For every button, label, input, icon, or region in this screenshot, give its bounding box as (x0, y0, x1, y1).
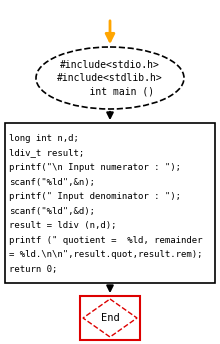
Text: result = ldiv (n,d);: result = ldiv (n,d); (9, 221, 117, 230)
Text: printf (" quotient =  %ld, remainder: printf (" quotient = %ld, remainder (9, 236, 202, 245)
Bar (80, 296, 140, 340)
Text: printf(" Input denominator : ");: printf(" Input denominator : "); (9, 192, 181, 201)
Text: scanf("%ld",&d);: scanf("%ld",&d); (9, 207, 95, 216)
Text: printf("\n Input numerator : ");: printf("\n Input numerator : "); (9, 163, 181, 172)
Text: = %ld.\n\n",result.quot,result.rem);: = %ld.\n\n",result.quot,result.rem); (9, 250, 202, 259)
Bar (5, 123, 215, 283)
Text: ldiv_t result;: ldiv_t result; (9, 149, 84, 158)
Ellipse shape (36, 47, 184, 109)
Text: return 0;: return 0; (9, 265, 57, 274)
Text: scanf("%ld",&n);: scanf("%ld",&n); (9, 178, 95, 186)
Text: #include<stdio.h>
#include<stdlib.h>
    int main (): #include<stdio.h> #include<stdlib.h> int… (57, 60, 163, 96)
Polygon shape (83, 299, 137, 337)
Text: End: End (101, 313, 119, 323)
Text: long int n,d;: long int n,d; (9, 134, 79, 143)
